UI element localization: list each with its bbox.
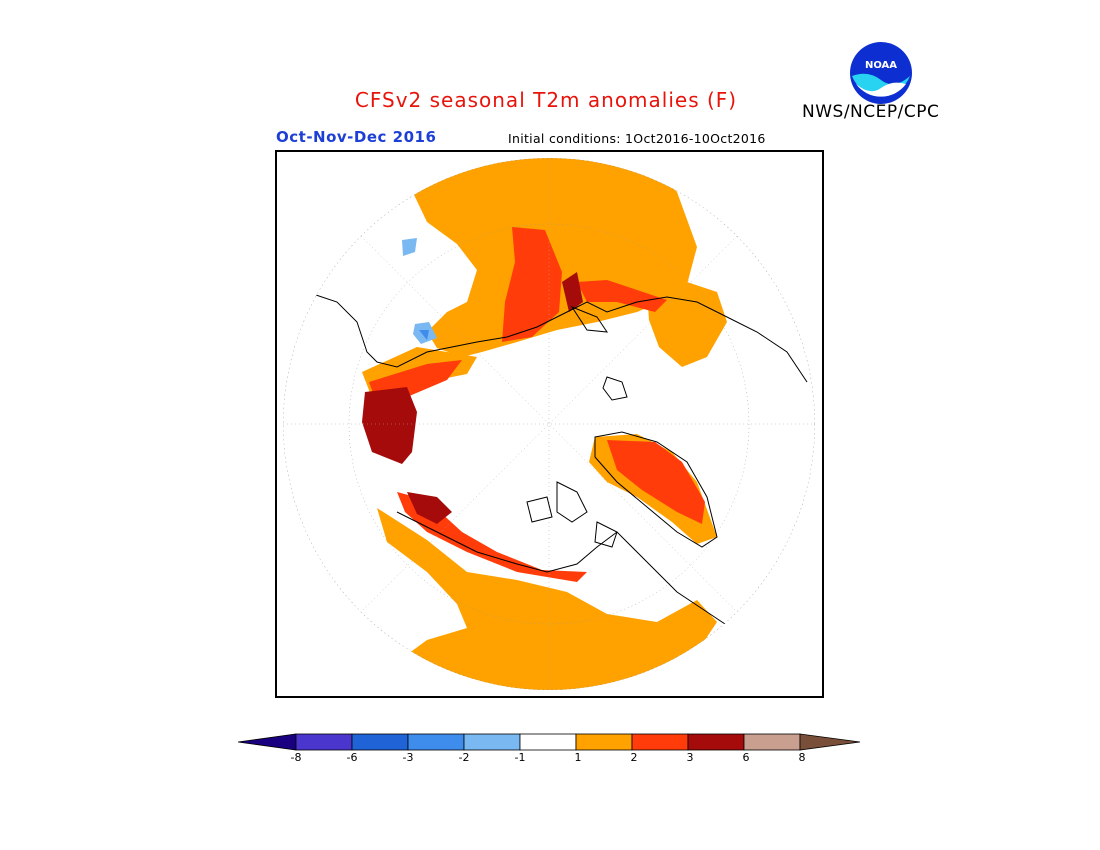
coastline-arctic-islands bbox=[526, 481, 618, 548]
map-panel bbox=[275, 150, 824, 698]
noaa-logo: NOAA bbox=[848, 40, 914, 110]
anomaly-region-blue-3 bbox=[419, 330, 429, 340]
coastline-novaya-zemlya bbox=[570, 305, 609, 333]
anomaly-region-taimyr-hot bbox=[562, 272, 583, 312]
legend-swatch-m1-1 bbox=[519, 733, 577, 751]
period-label: Oct-Nov-Dec 2016 bbox=[276, 128, 437, 146]
color-legend-bar bbox=[237, 733, 862, 755]
agency-label: NWS/NCEP/CPC bbox=[802, 102, 940, 122]
anomaly-region-alaska-hot bbox=[407, 492, 452, 524]
anomaly-region-greenland-east bbox=[607, 440, 705, 524]
legend-swatch-gt-8 bbox=[799, 733, 861, 751]
legend-label: -6 bbox=[346, 751, 358, 764]
anomaly-region-blue-1 bbox=[402, 238, 417, 256]
legend-label: 6 bbox=[742, 751, 750, 764]
legend-swatch-1-2 bbox=[575, 733, 633, 751]
initial-conditions-label: Initial conditions: 1Oct2016-10Oct2016 bbox=[508, 131, 766, 146]
anomaly-region-europe bbox=[647, 282, 727, 367]
legend-label: 3 bbox=[686, 751, 694, 764]
legend-label: 8 bbox=[798, 751, 806, 764]
anomaly-region-north-america bbox=[377, 508, 717, 690]
polar-map bbox=[283, 158, 815, 690]
legend-label: -2 bbox=[458, 751, 470, 764]
coastline-svalbard bbox=[602, 376, 628, 401]
coastline-eurasia bbox=[306, 291, 808, 383]
legend-swatch-m3-m2 bbox=[407, 733, 465, 751]
legend-swatch-m6-m3 bbox=[351, 733, 409, 751]
legend-swatch-lt-8 bbox=[237, 733, 297, 751]
legend-swatch-2-3 bbox=[631, 733, 689, 751]
anomaly-region-west-siberia bbox=[502, 227, 562, 342]
logo-text: NOAA bbox=[865, 60, 897, 71]
coastline-north-america bbox=[396, 511, 738, 633]
legend-swatch-3-6 bbox=[687, 733, 745, 751]
legend-label: -8 bbox=[290, 751, 302, 764]
coastline-greenland bbox=[594, 431, 718, 548]
legend-swatch-6-8 bbox=[743, 733, 801, 751]
anomaly-region-east-siberia-hot bbox=[362, 387, 417, 464]
legend-swatch-m8-m6 bbox=[295, 733, 353, 751]
legend-label: -1 bbox=[514, 751, 526, 764]
legend-label: 1 bbox=[574, 751, 582, 764]
anomaly-region-barents bbox=[577, 280, 667, 312]
legend-label: -3 bbox=[402, 751, 414, 764]
map-title: CFSv2 seasonal T2m anomalies (F) bbox=[354, 88, 738, 112]
legend-label: 2 bbox=[630, 751, 638, 764]
legend-swatch-m2-m1 bbox=[463, 733, 521, 751]
